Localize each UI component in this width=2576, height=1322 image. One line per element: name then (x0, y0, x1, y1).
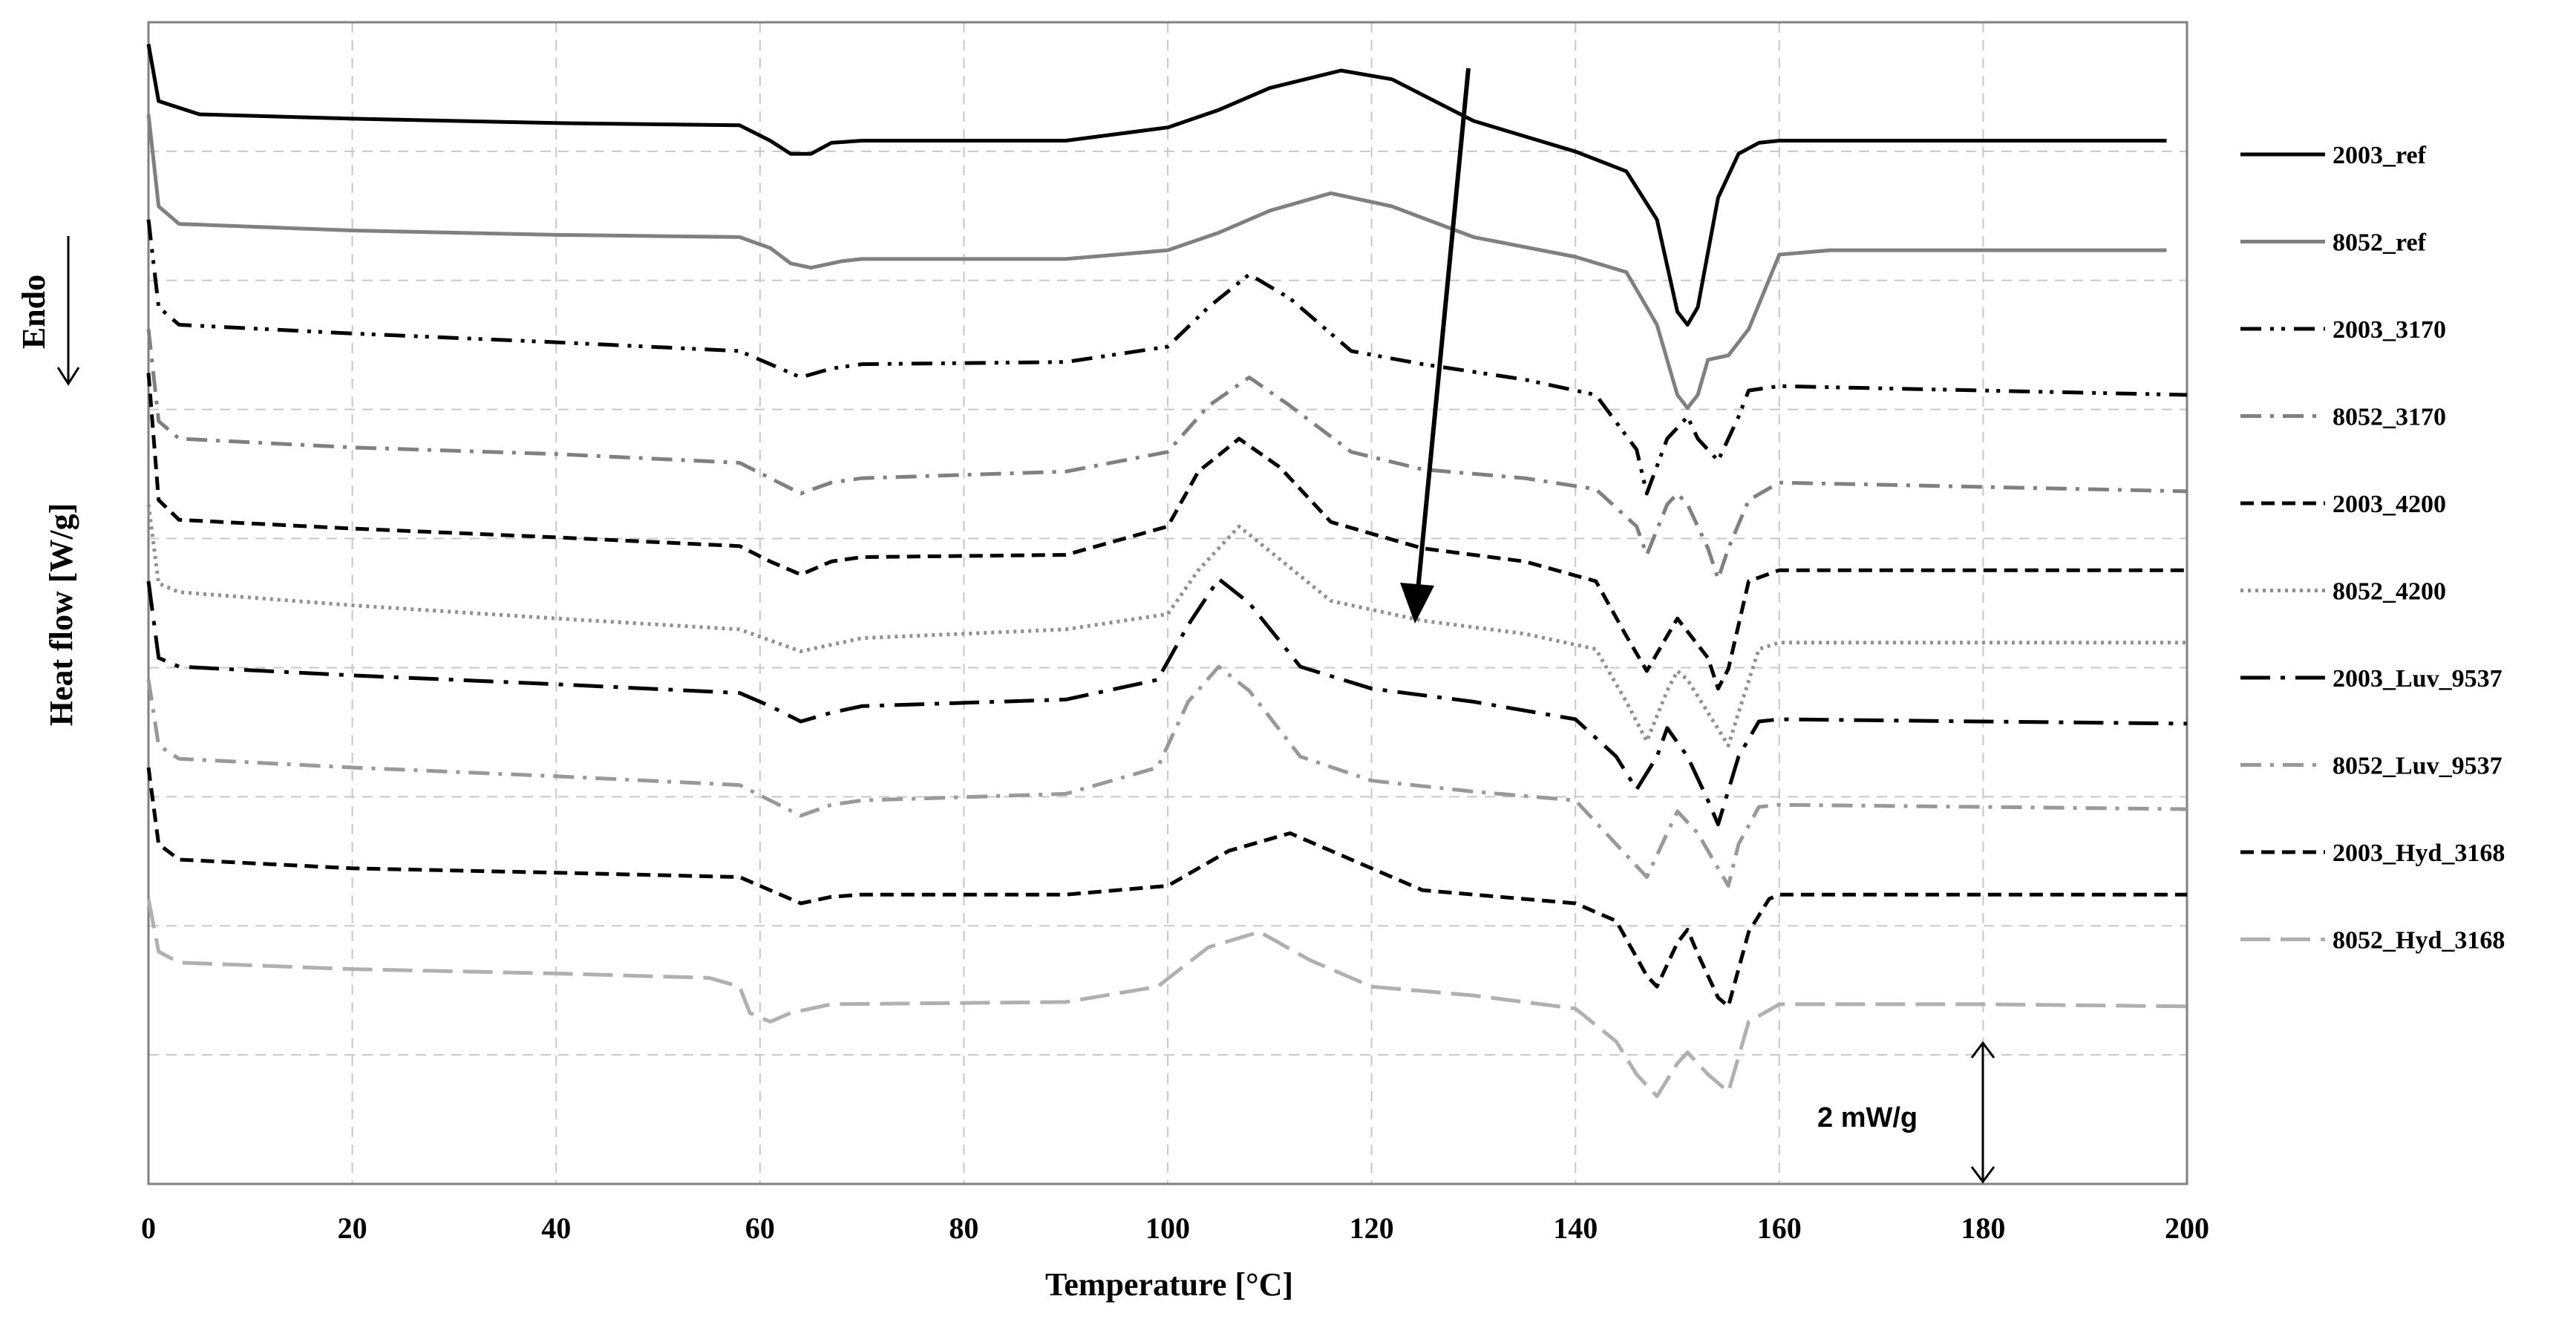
legend-label: 8052_Hyd_3168 (2333, 927, 2505, 955)
series-line-8052_ref (146, 114, 2167, 410)
legend-label: 8052_ref (2333, 229, 2427, 257)
scale-bar-label: 2 mW/g (1817, 1102, 1918, 1133)
legend: 2003_ref 8052_ref 2003_3170 8052_3170 2003_4… (2240, 142, 2505, 955)
x-tick-label: 80 (949, 1211, 978, 1245)
legend-label: 2003_3170 (2333, 316, 2446, 344)
x-tick-label: 20 (338, 1211, 367, 1245)
series-line-8052_Hyd_3168 (146, 898, 2188, 1099)
legend-label: 2003_Luv_9537 (2333, 665, 2503, 693)
series-line-8052_3170 (146, 329, 2188, 581)
legend-label: 2003_Hyd_3168 (2333, 840, 2505, 867)
x-tick-label: 100 (1145, 1211, 1190, 1245)
x-tick-labels: 0 20 40 60 80 100 120 140 160 180 200 (141, 1211, 2209, 1245)
x-tick-label: 40 (541, 1211, 571, 1245)
x-tick-label: 160 (1757, 1211, 1802, 1245)
plot-border (147, 21, 2188, 1185)
legend-label: 8052_3170 (2333, 404, 2446, 431)
series-line-2003_Luv_9537 (146, 577, 2188, 827)
y-axis-title: Heat flow [W/g] (43, 503, 79, 727)
endo-label: Endo (16, 275, 52, 349)
series-line-2003_3170 (146, 219, 2188, 496)
legend-label: 2003_4200 (2333, 491, 2446, 518)
x-tick-label: 0 (141, 1211, 156, 1245)
grid (148, 22, 2188, 1184)
series-line-2003_ref (146, 44, 2167, 327)
x-tick-label: 200 (2165, 1211, 2209, 1245)
series-line-8052_4200 (146, 504, 2187, 747)
x-tick-label: 180 (1961, 1211, 2005, 1245)
scale-bar-icon (1970, 1041, 1995, 1184)
trend-arrow-icon (1400, 68, 1471, 624)
x-tick-label: 120 (1350, 1211, 1394, 1245)
legend-label: 8052_Luv_9537 (2333, 753, 2503, 780)
series-line-2003_4200 (146, 373, 2187, 691)
legend-label: 2003_ref (2333, 142, 2427, 169)
x-tick-label: 140 (1553, 1211, 1598, 1245)
series-line-2003_Hyd_3168 (146, 767, 2187, 1009)
x-tick-label: 60 (745, 1211, 775, 1245)
series-line-8052_Luv_9537 (146, 664, 2188, 888)
x-axis-title: Temperature [°C] (1045, 1266, 1293, 1303)
endo-arrow-icon (56, 236, 80, 386)
series-layer (146, 44, 2188, 1099)
legend-label: 8052_4200 (2333, 578, 2446, 606)
